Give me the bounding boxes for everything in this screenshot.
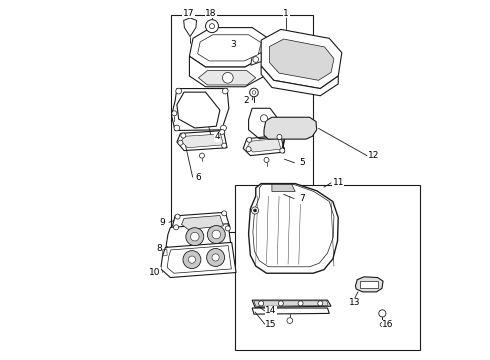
Circle shape	[380, 322, 385, 327]
Circle shape	[250, 88, 258, 97]
Circle shape	[280, 148, 285, 153]
Polygon shape	[184, 18, 196, 37]
Circle shape	[252, 91, 256, 94]
Circle shape	[225, 226, 230, 231]
Circle shape	[205, 20, 219, 33]
Text: 11: 11	[333, 178, 344, 187]
Polygon shape	[161, 242, 236, 278]
Polygon shape	[181, 216, 223, 229]
Polygon shape	[190, 28, 269, 67]
Text: 13: 13	[348, 298, 360, 307]
Polygon shape	[248, 108, 281, 139]
Text: 8: 8	[156, 244, 162, 253]
Polygon shape	[172, 212, 230, 232]
Circle shape	[277, 134, 282, 139]
Circle shape	[287, 318, 293, 323]
Polygon shape	[248, 184, 338, 273]
Circle shape	[210, 24, 215, 29]
Circle shape	[174, 125, 180, 131]
Circle shape	[222, 72, 233, 83]
Circle shape	[183, 251, 201, 269]
Text: 15: 15	[265, 320, 276, 329]
Text: 3: 3	[231, 40, 236, 49]
Text: 10: 10	[149, 268, 160, 277]
Circle shape	[207, 226, 225, 243]
Circle shape	[220, 130, 224, 134]
Circle shape	[298, 301, 303, 306]
Circle shape	[247, 137, 252, 142]
Polygon shape	[270, 39, 334, 80]
Circle shape	[259, 301, 264, 306]
Bar	[235, 185, 419, 350]
Polygon shape	[247, 138, 281, 152]
Circle shape	[222, 88, 228, 94]
Circle shape	[191, 232, 199, 241]
Polygon shape	[190, 56, 265, 87]
Circle shape	[178, 140, 183, 145]
Text: 2: 2	[243, 95, 248, 104]
Circle shape	[212, 254, 219, 261]
Polygon shape	[261, 66, 338, 96]
Circle shape	[199, 153, 204, 158]
Text: 4: 4	[214, 132, 220, 141]
Text: 5: 5	[299, 158, 305, 167]
Circle shape	[246, 147, 251, 152]
Polygon shape	[360, 281, 378, 288]
Circle shape	[220, 125, 226, 131]
Polygon shape	[251, 53, 261, 65]
Polygon shape	[355, 277, 383, 292]
Text: 14: 14	[265, 306, 276, 315]
Circle shape	[186, 228, 204, 246]
Polygon shape	[177, 92, 220, 128]
Text: 12: 12	[368, 151, 380, 160]
Text: 17: 17	[183, 9, 195, 18]
Polygon shape	[261, 30, 342, 89]
Circle shape	[175, 214, 180, 219]
Circle shape	[260, 115, 268, 122]
Circle shape	[173, 225, 179, 230]
Polygon shape	[264, 117, 317, 139]
Bar	[172, 15, 313, 232]
Circle shape	[318, 301, 323, 306]
Circle shape	[254, 209, 256, 212]
Text: 6: 6	[196, 173, 201, 182]
Polygon shape	[181, 134, 223, 148]
Circle shape	[188, 256, 196, 263]
Circle shape	[172, 111, 177, 116]
Circle shape	[278, 301, 283, 306]
Circle shape	[264, 157, 269, 162]
Text: 16: 16	[382, 320, 393, 329]
Polygon shape	[254, 301, 328, 306]
Circle shape	[251, 207, 259, 214]
Circle shape	[207, 248, 224, 266]
Polygon shape	[166, 224, 231, 253]
Circle shape	[253, 57, 259, 62]
Text: 1: 1	[283, 9, 289, 18]
Circle shape	[379, 310, 386, 317]
Circle shape	[176, 88, 181, 94]
Text: 9: 9	[160, 218, 166, 227]
Text: 18: 18	[205, 9, 217, 18]
Polygon shape	[197, 35, 261, 61]
Circle shape	[181, 133, 186, 138]
Circle shape	[221, 143, 227, 148]
Text: 7: 7	[299, 194, 305, 203]
Polygon shape	[272, 184, 295, 192]
Polygon shape	[198, 71, 256, 85]
Circle shape	[221, 211, 227, 216]
Circle shape	[212, 230, 220, 239]
